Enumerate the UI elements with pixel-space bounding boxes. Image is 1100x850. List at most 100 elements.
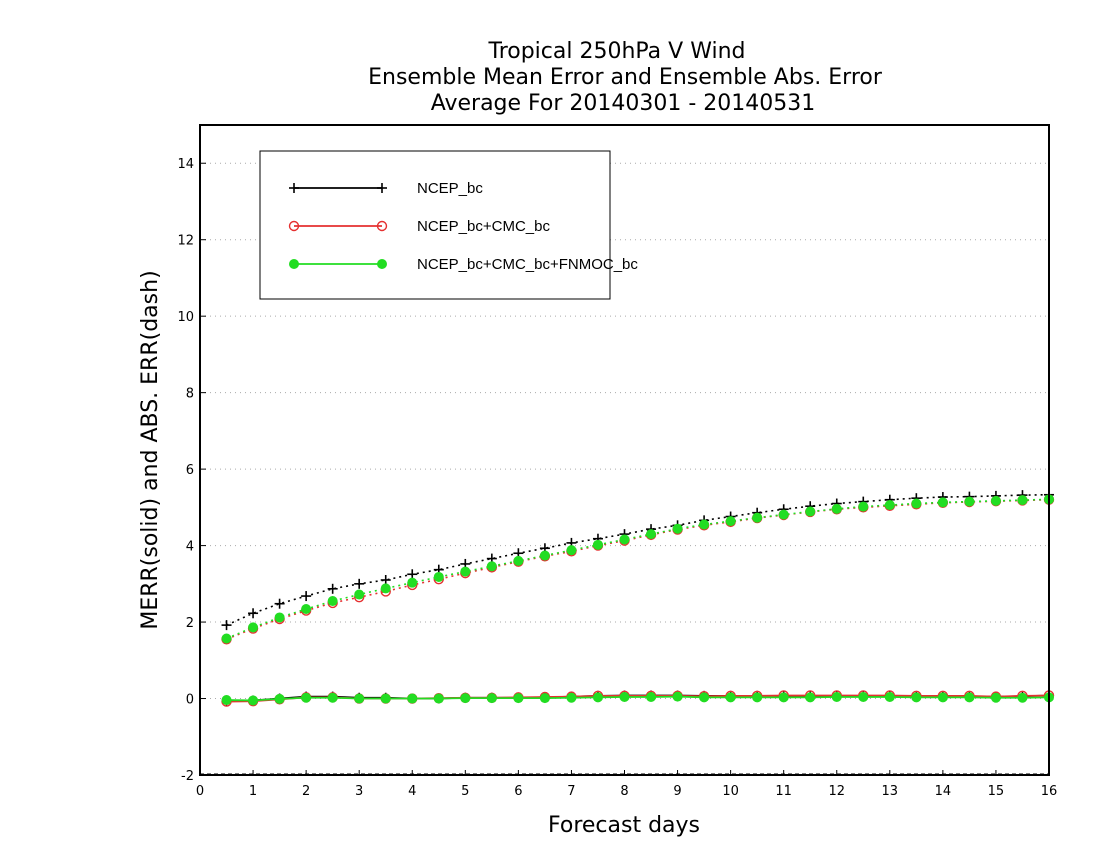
series-0-abs-err-point-1 [248, 608, 259, 619]
series-0-abs-err-point-6 [380, 575, 391, 585]
series-2-abs-err-point-20 [752, 512, 763, 523]
series-2-merr-point-18 [699, 692, 710, 703]
series-2-abs-err-point-14 [592, 539, 603, 550]
series-2-merr-point-5 [354, 693, 365, 704]
series-2-merr-point-2 [274, 693, 285, 704]
series-2-merr-point-28 [964, 692, 975, 703]
chart-title-line-1: Tropical 250hPa V Wind [487, 39, 745, 64]
series-2-abs-err-point-12 [539, 550, 550, 561]
series-2-merr-point-15 [619, 692, 630, 702]
chart-title-line-2: Ensemble Mean Error and Ensemble Abs. Er… [368, 65, 883, 90]
series-2-merr-point-22 [805, 692, 816, 703]
y-tick-label-4: 6 [186, 463, 194, 478]
series-2-abs-err-line [226, 498, 1050, 640]
series-2-abs-err-point-27 [937, 497, 948, 508]
x-tick-label-1: 1 [249, 784, 257, 799]
legend-marker-start-1 [288, 220, 300, 232]
x-tick-label-9: 9 [673, 784, 681, 799]
series-0-abs-err-point-7 [407, 569, 418, 580]
y-tick-label-5: 8 [186, 387, 194, 402]
series-2-merr-point-10 [486, 693, 497, 704]
series-1 [221, 494, 1055, 707]
series-0-abs-err-point-4 [327, 583, 338, 594]
x-tick-label-11: 11 [775, 784, 792, 799]
series-2-merr-point-27 [937, 692, 948, 703]
series-2-merr-point-26 [911, 692, 922, 703]
x-tick-label-12: 12 [828, 784, 845, 799]
series-2-merr-point-1 [248, 695, 259, 706]
series-2-merr-point-9 [460, 693, 471, 704]
series-2 [221, 494, 1054, 706]
series-2-merr-point-7 [407, 693, 418, 704]
x-tick-label-8: 8 [620, 784, 628, 799]
series-2-abs-err-point-10 [486, 561, 497, 572]
series-2-abs-err-point-0 [221, 633, 232, 644]
series-2-abs-err-point-15 [619, 534, 630, 545]
series-0-abs-err-line [226, 493, 1050, 626]
legend-marker-end-1 [376, 220, 388, 232]
series-2-abs-err-point-18 [699, 519, 710, 530]
series-2-merr-point-19 [725, 692, 736, 703]
series-layer [221, 489, 1055, 707]
series-2-merr-point-20 [752, 692, 763, 703]
series-2-abs-err-point-24 [858, 501, 869, 512]
legend-label-1: NCEP_bc+CMC_bc [417, 218, 550, 235]
x-tick-label-5: 5 [461, 784, 469, 799]
series-2-abs-err-point-22 [805, 506, 816, 517]
series-2-merr-point-4 [327, 692, 338, 703]
series-2-merr-point-29 [990, 692, 1001, 703]
x-axis-label: Forecast days [548, 813, 700, 838]
x-tick-label-13: 13 [882, 784, 899, 799]
series-0-abs-err-point-5 [354, 578, 365, 589]
series-2-merr-point-3 [301, 692, 312, 703]
series-2-merr-point-14 [592, 692, 603, 703]
x-tick-label-7: 7 [567, 784, 575, 799]
y-tick-label-7: 12 [177, 234, 194, 249]
series-2-abs-err-point-11 [513, 555, 524, 566]
x-tick-label-4: 4 [408, 784, 416, 799]
series-2-abs-err-point-25 [884, 500, 895, 511]
series-2-abs-err-point-13 [566, 545, 577, 556]
series-2-merr-point-21 [778, 692, 789, 703]
legend: NCEP_bc NCEP_bc+CMC_bc NCEP_bc+CMC_bc+FNMO… [259, 150, 638, 300]
chart-title-line-3: Average For 20140301 - 20140531 [431, 91, 816, 116]
series-2-abs-err-point-29 [990, 495, 1001, 506]
series-2-merr-point-17 [672, 691, 683, 702]
y-axis: -2 0 2 4 6 8 10 12 14 [177, 157, 206, 784]
legend-marker-end-0 [377, 183, 387, 193]
x-tick-label-3: 3 [355, 784, 363, 799]
x-tick-label-10: 10 [722, 784, 739, 799]
series-2-abs-err-point-21 [778, 509, 789, 520]
series-0-abs-err-point-2 [274, 598, 285, 609]
legend-items: NCEP_bc NCEP_bc+CMC_bc NCEP_bc+CMC_bc+FNMO… [288, 180, 638, 273]
series-2-abs-err-point-4 [327, 596, 338, 607]
series-0-abs-err-point-0 [221, 620, 232, 631]
series-2-abs-err-point-17 [672, 523, 683, 534]
y-axis-label: MERR(solid) and ABS. ERR(dash) [138, 270, 163, 629]
series-2-merr-point-0 [221, 695, 232, 706]
legend-marker-end-2 [377, 259, 387, 269]
legend-label-0: NCEP_bc [417, 180, 483, 197]
x-tick-label-2: 2 [302, 784, 310, 799]
series-2-merr-point-13 [566, 692, 577, 703]
series-2-abs-err-point-5 [354, 589, 365, 600]
x-tick-label-16: 16 [1041, 784, 1058, 799]
series-2-merr-point-25 [884, 692, 895, 702]
series-2-abs-err-point-7 [407, 577, 418, 588]
x-tick-label-0: 0 [196, 784, 204, 799]
x-tick-label-6: 6 [514, 784, 522, 799]
y-tick-label-2: 2 [186, 616, 194, 631]
series-2-abs-err-point-26 [911, 498, 922, 509]
y-tick-label-1: 0 [186, 693, 194, 708]
y-tick-label-3: 4 [186, 540, 194, 555]
legend-marker-start-2 [289, 259, 299, 269]
series-2-abs-err-point-19 [725, 516, 736, 527]
x-tick-label-15: 15 [988, 784, 1005, 799]
x-axis: 0 1 2 3 4 5 6 7 8 9 10 11 12 13 14 15 16 [196, 770, 1057, 799]
series-2-merr-point-24 [858, 692, 869, 702]
series-2-abs-err-point-2 [274, 612, 285, 623]
series-2-abs-err-point-30 [1017, 495, 1028, 506]
series-2-merr-point-23 [831, 692, 842, 702]
legend-box [259, 150, 611, 300]
